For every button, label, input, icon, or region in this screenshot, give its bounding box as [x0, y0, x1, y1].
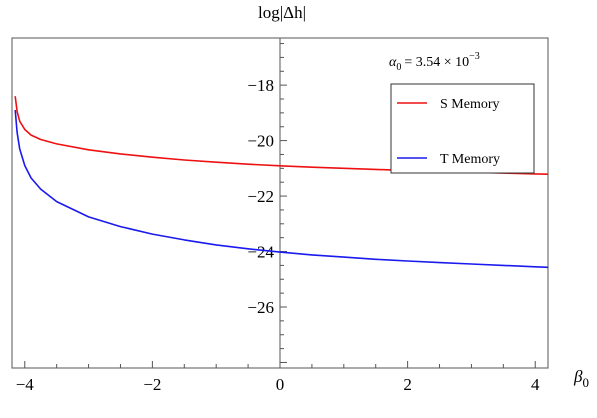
x-tick-label: −2: [143, 375, 161, 394]
x-axis-title-main: β: [573, 367, 583, 386]
alpha-symbol: α: [389, 55, 397, 70]
x-axis-title-sub: 0: [582, 375, 589, 390]
y-axis-title: log|Δh|: [258, 3, 306, 22]
y-tick-label: −22: [247, 187, 274, 206]
x-axis-title: β0: [573, 367, 589, 390]
series-line-t-memory: [14, 110, 549, 269]
x-tick-label: 2: [403, 375, 412, 394]
alpha-value: = 3.54 × 10: [404, 55, 469, 70]
y-tick-label: −18: [247, 76, 274, 95]
y-tick-label: −26: [247, 298, 274, 317]
x-tick-label: −4: [16, 375, 35, 394]
x-tick-label: 0: [276, 375, 285, 394]
alpha-exponent: −3: [469, 51, 480, 62]
legend-label-t-memory: T Memory: [440, 152, 500, 167]
legend: S Memory T Memory: [390, 83, 535, 174]
ticks-layer: −18−20−22−24−26−4 −2 0 2 4: [16, 38, 540, 394]
alpha-sub: 0: [396, 62, 401, 73]
legend-label-s-memory: S Memory: [440, 97, 500, 112]
alpha-annotation: α0 = 3.54 × 10−3: [389, 51, 480, 73]
y-tick-label: −24: [247, 243, 274, 262]
y-tick-label: −20: [247, 132, 274, 151]
x-tick-label: 4: [531, 375, 540, 394]
